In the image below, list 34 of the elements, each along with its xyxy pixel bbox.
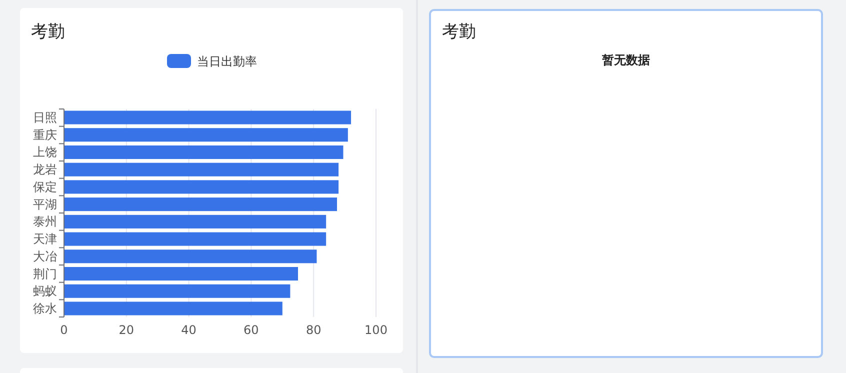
y-tick-label: 平湖 (33, 197, 57, 212)
x-tick-label: 40 (181, 323, 196, 337)
y-tick-label: 保定 (33, 180, 57, 194)
bar (64, 232, 326, 246)
y-tick-label: 龙岩 (33, 162, 57, 177)
y-tick-label: 大冶 (33, 249, 57, 264)
bar (64, 180, 339, 194)
bar (64, 266, 298, 281)
y-tick-label: 重庆 (33, 128, 57, 142)
bar (64, 214, 326, 228)
y-tick-label: 蚂蚁 (33, 284, 57, 298)
bar (64, 284, 290, 298)
x-tick-label: 100 (364, 323, 388, 337)
y-tick-label: 泰州 (33, 214, 57, 229)
text: 暂无数据 (601, 53, 650, 67)
y-tick-label: 天津 (33, 232, 57, 246)
bar (64, 302, 282, 316)
y-tick-label: 日照 (33, 110, 57, 125)
legend-label: 当日出勤率 (197, 54, 257, 68)
x-tick-label: 0 (60, 323, 68, 337)
bar (64, 162, 339, 176)
bar (64, 128, 348, 142)
y-tick-label: 上饶 (33, 145, 57, 160)
bar (64, 110, 352, 124)
chart-title: 考勤 (31, 22, 65, 42)
x-tick-label: 20 (118, 323, 134, 337)
bar (64, 145, 344, 160)
y-tick-label: 徐水 (33, 301, 57, 316)
y-tick-label: 荆门 (33, 266, 57, 281)
text: 考勤 (442, 22, 476, 42)
bar (64, 250, 317, 264)
bar (64, 198, 337, 212)
x-tick-label: 80 (306, 323, 322, 337)
x-tick-label: 60 (244, 323, 259, 337)
